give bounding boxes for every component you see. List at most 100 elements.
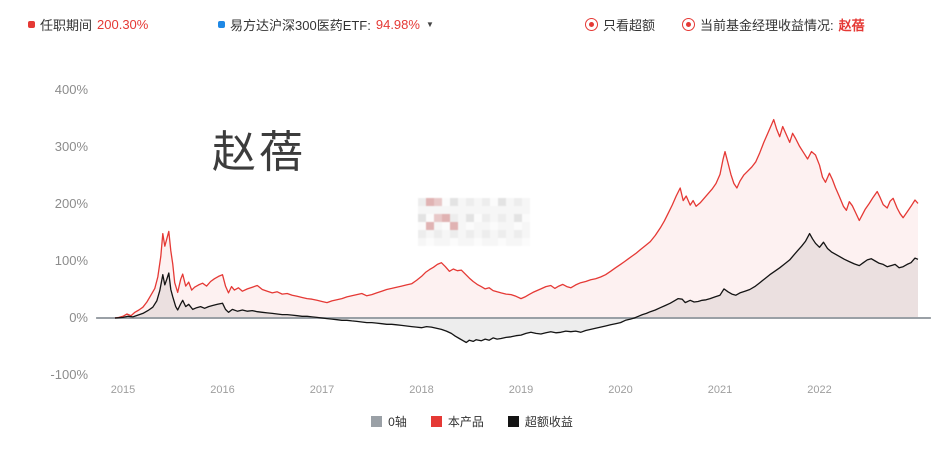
area-excess (115, 233, 918, 343)
chart-legend: 0轴 本产品 超额收益 (0, 413, 944, 430)
mosaic-cell (458, 214, 466, 222)
mosaic-cell (442, 230, 450, 238)
mosaic-cell (514, 238, 522, 246)
mosaic-cell (466, 198, 474, 206)
legend-label: 超额收益 (524, 415, 573, 429)
mosaic-cell (450, 198, 458, 206)
radio-current-manager[interactable]: 当前基金经理收益情况: 赵蓓 (682, 15, 865, 34)
mosaic-cell (434, 214, 442, 222)
mosaic-cell (434, 198, 442, 206)
mosaic-cell (482, 230, 490, 238)
mosaic-cell (458, 206, 466, 214)
mosaic-cell (498, 198, 506, 206)
mosaic-cell (474, 206, 482, 214)
mosaic-cell (466, 222, 474, 230)
mosaic-cell (490, 206, 498, 214)
mosaic-cell (426, 198, 434, 206)
mosaic-cell (442, 238, 450, 246)
tenure-label: 任职期间 (40, 18, 93, 33)
mosaic-cell (442, 206, 450, 214)
radio-only-excess-label: 只看超额 (603, 18, 656, 33)
benchmark-selector[interactable]: 易方达沪深300医药ETF: 94.98% ▼ (218, 15, 434, 34)
mosaic-cell (522, 222, 530, 230)
mosaic-cell (498, 214, 506, 222)
mosaic-cell (418, 198, 426, 206)
mosaic-cell (506, 238, 514, 246)
mosaic-cell (418, 206, 426, 214)
mosaic-cell (522, 198, 530, 206)
mosaic-cell (442, 198, 450, 206)
mosaic-cell (418, 222, 426, 230)
mosaic-cell (498, 206, 506, 214)
mosaic-cell (418, 230, 426, 238)
benchmark-label: 易方达沪深300医药ETF: (230, 18, 371, 33)
mosaic-cell (442, 222, 450, 230)
legend-swatch (371, 416, 383, 427)
mosaic-cell (450, 206, 458, 214)
mosaic-cell (426, 206, 434, 214)
mosaic-cell (474, 214, 482, 222)
mosaic-cell (466, 230, 474, 238)
mosaic-cell (498, 238, 506, 246)
mosaic-cell (450, 238, 458, 246)
mosaic-cell (466, 238, 474, 246)
mosaic-cell (474, 198, 482, 206)
legend-item-zero-axis[interactable]: 0轴 (371, 413, 407, 430)
legend-item-product[interactable]: 本产品 (430, 413, 484, 430)
manager-watermark: 赵蓓 (212, 127, 306, 178)
legend-swatch (507, 416, 519, 427)
radio-only-excess[interactable]: 只看超额 (585, 15, 655, 34)
manager-name: 赵蓓 (838, 18, 865, 33)
mosaic-cell (506, 222, 514, 230)
area-product (115, 119, 918, 318)
mosaic-cell (450, 222, 458, 230)
mosaic-cell (442, 214, 450, 222)
legend-label: 本产品 (447, 415, 484, 429)
mosaic-cell (482, 198, 490, 206)
tenure-dot-icon (28, 21, 35, 28)
radio-icon[interactable] (682, 18, 695, 31)
mosaic-cell (434, 238, 442, 246)
mosaic-cell (490, 222, 498, 230)
legend-item-excess[interactable]: 超额收益 (507, 413, 573, 430)
mosaic-cell (434, 230, 442, 238)
mosaic-cell (522, 214, 530, 222)
mosaic-cell (514, 206, 522, 214)
mosaic-cell (458, 222, 466, 230)
mosaic-cell (434, 206, 442, 214)
pixelated-watermark (418, 198, 530, 246)
mosaic-cell (514, 214, 522, 222)
radio-current-manager-label: 当前基金经理收益情况: (700, 18, 834, 33)
chevron-down-icon[interactable]: ▼ (425, 20, 434, 29)
mosaic-cell (474, 238, 482, 246)
mosaic-cell (418, 238, 426, 246)
mosaic-cell (482, 222, 490, 230)
mosaic-cell (482, 206, 490, 214)
mosaic-cell (498, 222, 506, 230)
radio-icon[interactable] (585, 18, 598, 31)
mosaic-cell (458, 230, 466, 238)
mosaic-cell (522, 230, 530, 238)
tenure-value: 200.30% (97, 17, 149, 32)
mosaic-cell (458, 198, 466, 206)
legend-label: 0轴 (388, 415, 407, 429)
line-excess (114, 232, 919, 344)
mosaic-cell (490, 198, 498, 206)
mosaic-cell (490, 230, 498, 238)
mosaic-cell (514, 198, 522, 206)
mosaic-cell (506, 214, 514, 222)
benchmark-value: 94.98% (375, 17, 420, 32)
mosaic-cell (490, 238, 498, 246)
mosaic-cell (498, 230, 506, 238)
mosaic-cell (418, 214, 426, 222)
legend-swatch (430, 416, 442, 427)
mosaic-cell (474, 222, 482, 230)
mosaic-cell (434, 222, 442, 230)
tenure-return: 任职期间 200.30% (28, 15, 148, 34)
mosaic-cell (522, 238, 530, 246)
mosaic-cell (466, 206, 474, 214)
mosaic-cell (506, 206, 514, 214)
